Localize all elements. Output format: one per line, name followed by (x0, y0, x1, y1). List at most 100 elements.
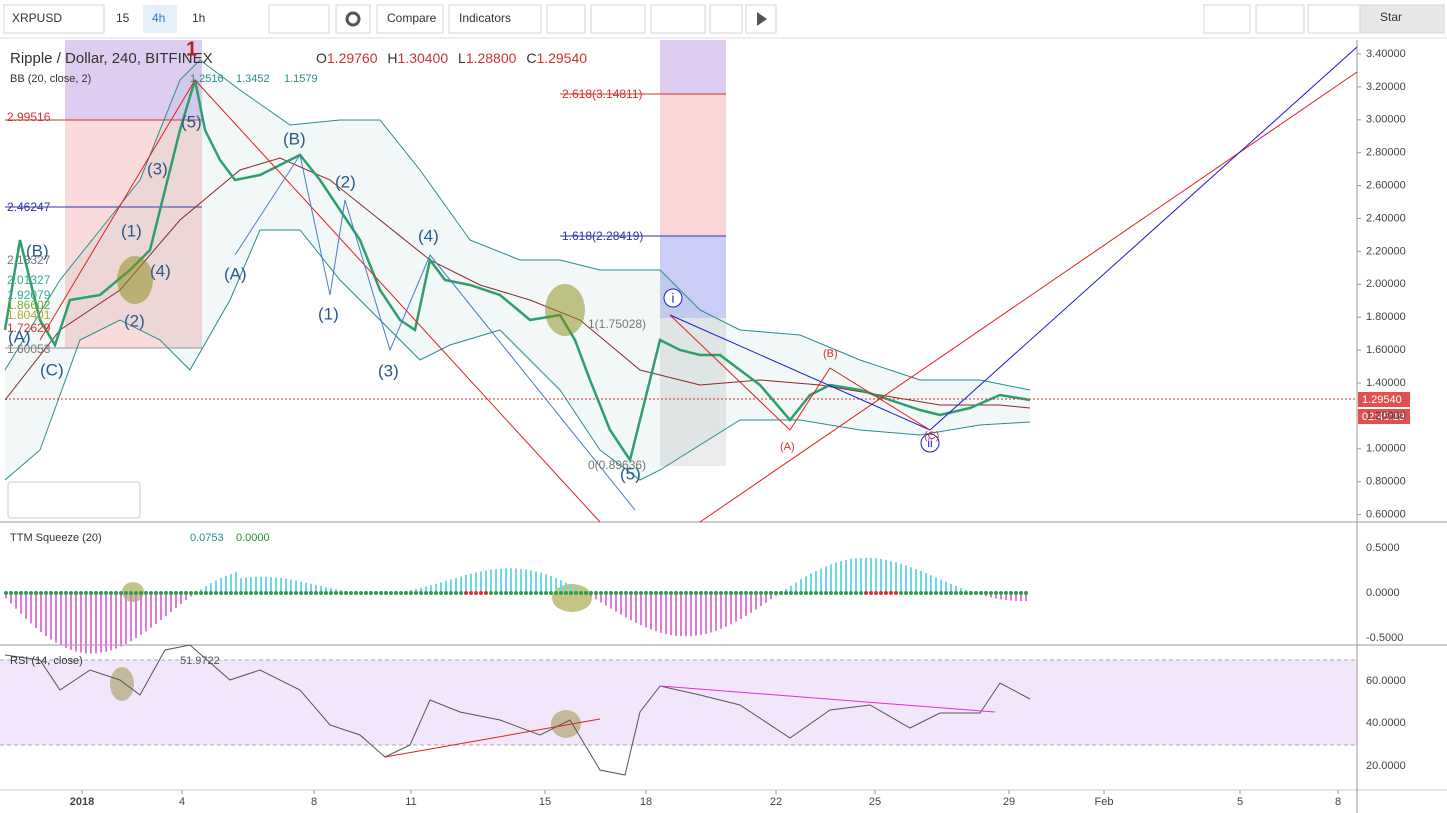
ttm-dot (989, 591, 993, 595)
ttm-dot (759, 591, 763, 595)
ttm-bar (955, 585, 957, 593)
ttm-bar (445, 580, 447, 593)
chart-type-btn[interactable] (268, 4, 330, 34)
ttm-dot (354, 591, 358, 595)
ttm-bar (560, 580, 562, 593)
ttm-dot (314, 591, 318, 595)
interval[interactable]: 1h (192, 11, 205, 25)
ttm-bar (895, 562, 897, 593)
ttm-bar (85, 593, 87, 654)
ttm-dot (9, 591, 13, 595)
ttm-bar (805, 576, 807, 593)
fib-label: 1.80401 (7, 308, 51, 322)
ttm-bar (185, 593, 187, 601)
date-label: 29 (1003, 796, 1015, 808)
fib-label: 2.01327 (7, 273, 51, 287)
ttm-dot (744, 591, 748, 595)
ttm-bar (530, 570, 532, 593)
ttm-bar (785, 588, 787, 593)
ohlc-value: 1.30400 (398, 50, 449, 66)
ttm-dot (139, 591, 143, 595)
ttm-bar (470, 573, 472, 593)
wave-label: (C) (924, 430, 939, 442)
ttm-dot (779, 591, 783, 595)
ttm-bar (215, 580, 217, 593)
bb-name: BB (20, close, 2) (10, 73, 91, 85)
ttm-bar (180, 593, 182, 605)
ttm-dot (864, 591, 868, 595)
ttm-dot (129, 591, 133, 595)
save-btn[interactable] (1307, 4, 1361, 34)
ttm-dot (439, 591, 443, 595)
fullscreen-btn[interactable] (709, 4, 743, 34)
ttm-dot (134, 591, 138, 595)
rsi-tick-label: 60.0000 (1366, 675, 1406, 687)
settings-btn[interactable] (335, 4, 371, 34)
ttm-bar (65, 593, 67, 648)
ttm-dot (954, 591, 958, 595)
alert-btn[interactable] (546, 4, 586, 34)
ttm-dot (804, 591, 808, 595)
ttm-dot (709, 591, 713, 595)
ttm-dot (69, 591, 73, 595)
ttm-bar (920, 571, 922, 593)
ttm-bar (425, 586, 427, 593)
ttm-bar (135, 593, 137, 639)
ttm-bar (840, 561, 842, 593)
ttm-bar (910, 567, 912, 593)
ttm-bar (270, 577, 272, 593)
compare-btn[interactable] (376, 4, 444, 34)
ttm-bar (435, 583, 437, 593)
ttm-bar (485, 570, 487, 593)
ttm-bar (245, 577, 247, 593)
ttm-dot (144, 591, 148, 595)
layout-btn[interactable] (1203, 4, 1251, 34)
ttm-dot (584, 591, 588, 595)
star-btn[interactable] (1359, 4, 1445, 34)
ttm-dot (329, 591, 333, 595)
ttm-bar (635, 593, 637, 623)
ttm-dot (429, 591, 433, 595)
ttm-value: 0.0753 (190, 532, 224, 544)
ttm-bar (220, 577, 222, 593)
load-btn[interactable] (1255, 4, 1305, 34)
ttm-bar (770, 593, 772, 600)
ttm-bar (610, 593, 612, 609)
indicators-btn[interactable] (448, 4, 542, 34)
ttm-dot (459, 591, 463, 595)
ttm-bar (550, 576, 552, 593)
ttm-dot (224, 591, 228, 595)
ttm-dot (464, 591, 468, 595)
ttm-dot (949, 591, 953, 595)
ttm-dot (599, 591, 603, 595)
ttm-dot (714, 591, 718, 595)
ohlc-key: H (387, 50, 397, 66)
undo-redo[interactable] (650, 4, 706, 34)
interval[interactable]: 15 (116, 11, 130, 25)
ttm-dot (889, 591, 893, 595)
ttm-bar (240, 578, 242, 593)
symbol-box[interactable] (3, 4, 105, 34)
ttm-bar (760, 593, 762, 607)
rsi-tick-label: 40.0000 (1366, 717, 1406, 729)
ttm-bar (290, 579, 292, 593)
drawing-toolbar[interactable] (7, 481, 141, 519)
ttm-dot (589, 591, 593, 595)
ttm-bar (130, 593, 132, 642)
wave-label: (5) (181, 112, 202, 131)
ttm-bar (1010, 593, 1012, 601)
ttm-dot (674, 591, 678, 595)
ttm-dot (929, 591, 933, 595)
ttm-dot (689, 591, 693, 595)
ttm-dot (769, 591, 773, 595)
ideas-btn[interactable] (590, 4, 646, 34)
ttm-bar (715, 593, 717, 631)
ttm-bar (710, 593, 712, 633)
ttm-dot (234, 591, 238, 595)
ttm-bar (235, 572, 237, 593)
interval[interactable]: 4h (152, 11, 165, 25)
ttm-dot (424, 591, 428, 595)
ttm-bar (630, 593, 632, 621)
ttm-bar (740, 593, 742, 619)
